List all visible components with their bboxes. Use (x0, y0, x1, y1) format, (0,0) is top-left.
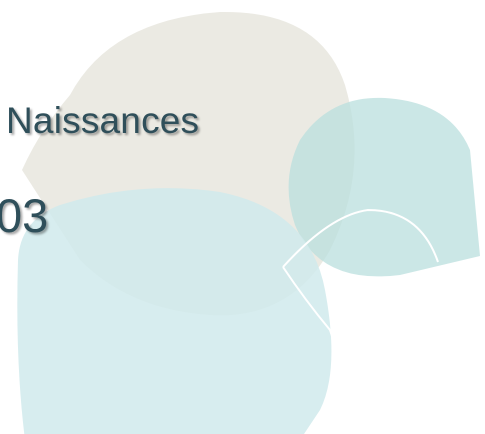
light-blue-decorative-shape (17, 188, 332, 434)
slide-number: 03 (0, 189, 49, 242)
teal-decorative-shape (288, 97, 480, 277)
white-outline-arc (282, 208, 439, 346)
slide-title: Naissances (6, 100, 200, 141)
